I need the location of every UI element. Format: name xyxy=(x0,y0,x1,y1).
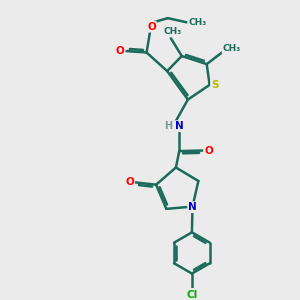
Text: N: N xyxy=(188,202,197,212)
Text: H: H xyxy=(165,121,173,131)
Text: CH₃: CH₃ xyxy=(188,18,206,27)
Text: O: O xyxy=(116,46,124,56)
Text: CH₃: CH₃ xyxy=(163,28,182,37)
Text: Cl: Cl xyxy=(186,290,197,300)
Text: O: O xyxy=(125,177,134,188)
Text: N: N xyxy=(175,121,184,131)
Text: O: O xyxy=(147,22,156,32)
Text: S: S xyxy=(211,80,218,90)
Text: O: O xyxy=(204,146,213,155)
Text: CH₃: CH₃ xyxy=(223,44,241,53)
